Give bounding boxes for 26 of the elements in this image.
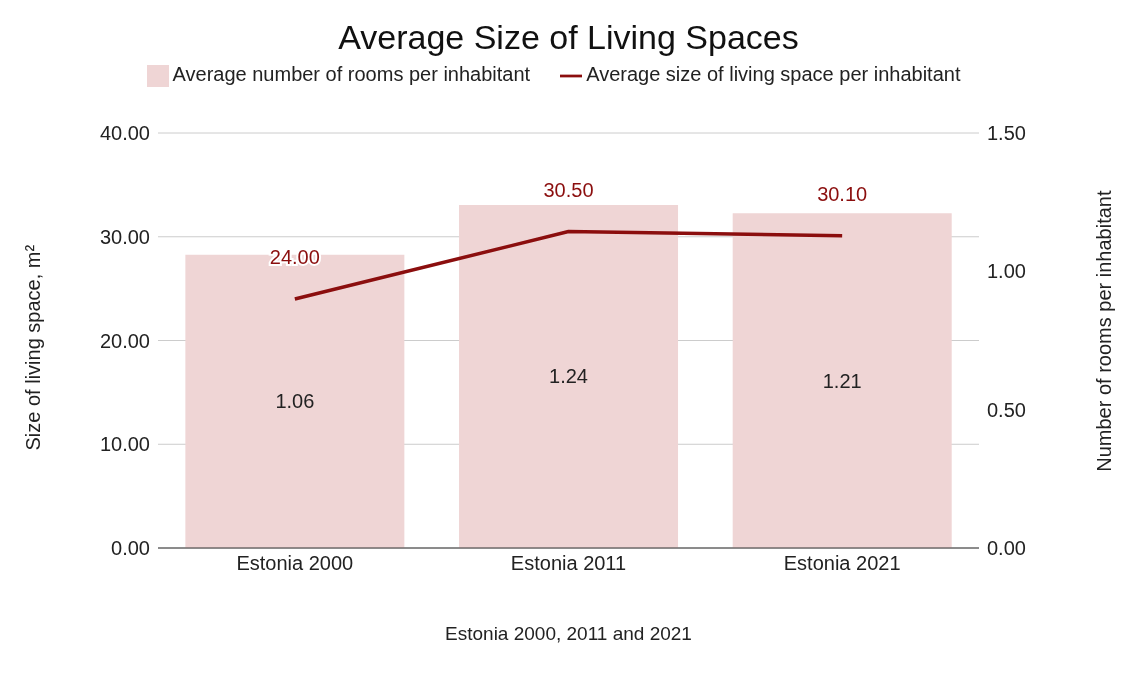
x-tick-label: Estonia 2021 [783, 552, 901, 575]
y-tick-label: 0.00 [111, 537, 150, 560]
x-axis-title: Estonia 2000, 2011 and 2021 [444, 623, 693, 645]
y-tick-label: 40.00 [99, 122, 150, 145]
x-tick-label: Estonia 2011 [510, 552, 627, 575]
data-label: 30.10 [817, 182, 868, 205]
legend-label: Average number of rooms per inhabitant [172, 63, 531, 85]
data-label: 1.24 [549, 365, 588, 388]
y2-tick-label: 1.50 [987, 122, 1026, 145]
y2-tick-label: 1.00 [987, 260, 1026, 283]
data-label: 24.00 [269, 246, 320, 268]
data-label: 1.21 [822, 369, 862, 392]
y-tick-label: 10.00 [99, 433, 150, 456]
data-label: 1.06 [275, 390, 315, 413]
y2-axis-title: Number of rooms per inhabitant [1093, 190, 1116, 472]
y-tick-label: 20.00 [99, 329, 150, 352]
y2-tick-label: 0.00 [987, 537, 1026, 560]
data-label: 30.50 [543, 178, 594, 201]
bar [459, 204, 679, 548]
legend-label: Average size of living space per inhabitant [586, 63, 961, 85]
chart-title: Average Size of Living Spaces [337, 18, 800, 57]
y-axis-title: Size of living space, m² [22, 244, 45, 451]
y-tick-label: 30.00 [99, 225, 150, 248]
x-tick-label: Estonia 2000 [236, 552, 354, 575]
y2-tick-label: 0.50 [987, 398, 1026, 421]
bar [732, 213, 952, 548]
